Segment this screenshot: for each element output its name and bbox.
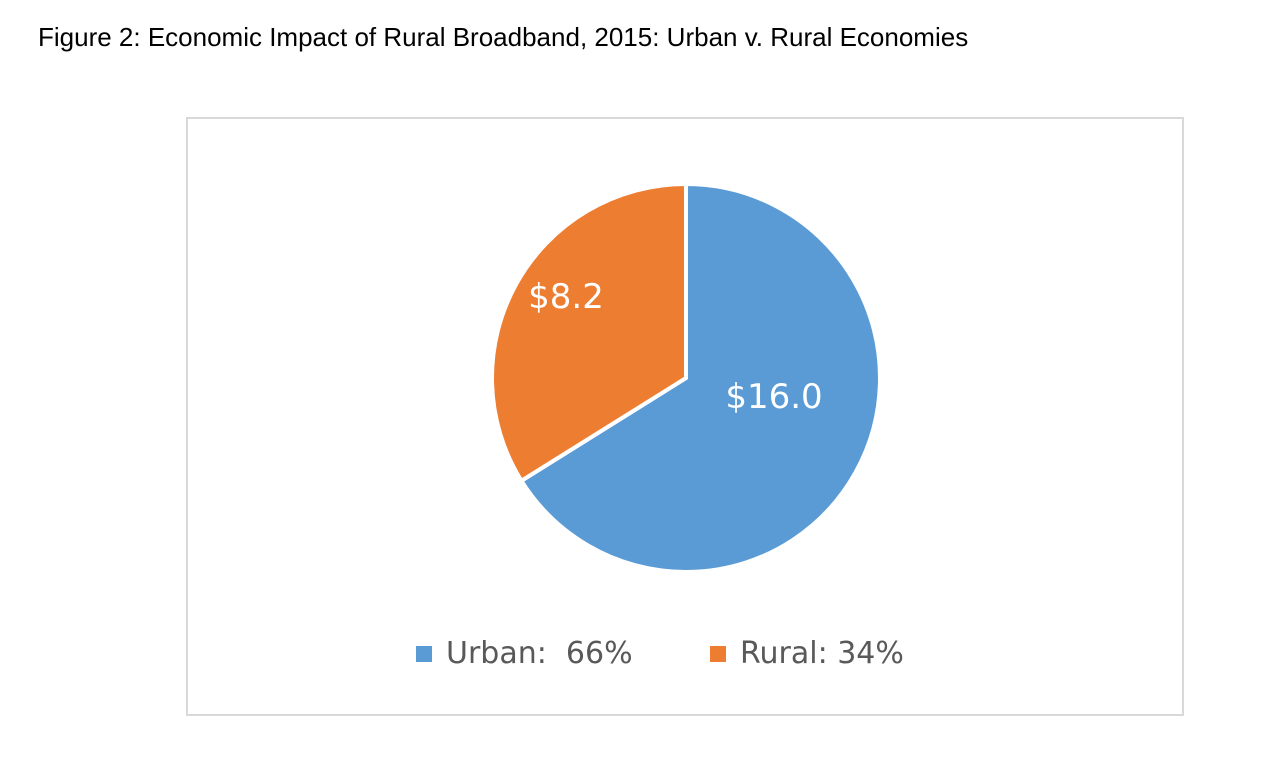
pie-data-labels: $16.0 $8.2 — [528, 277, 823, 417]
chart-legend: Urban: 66% Rural: 34% — [0, 636, 1276, 680]
legend-label-rural: Rural: 34% — [740, 636, 904, 671]
data-label-urban: $16.0 — [725, 377, 822, 417]
legend-label-urban: Urban: 66% — [446, 636, 633, 671]
legend-swatch-rural — [710, 645, 726, 662]
legend-swatch-urban — [416, 645, 432, 662]
pie-slice-urban — [519, 182, 882, 574]
figure-title: Figure 2: Economic Impact of Rural Broad… — [38, 22, 969, 52]
pie-slices — [490, 182, 882, 574]
legend-item-urban: Urban: 66% — [416, 636, 633, 671]
data-label-rural: $8.2 — [528, 277, 604, 317]
legend-item-rural: Rural: 34% — [710, 636, 904, 671]
pie-slice-rural — [490, 182, 688, 483]
